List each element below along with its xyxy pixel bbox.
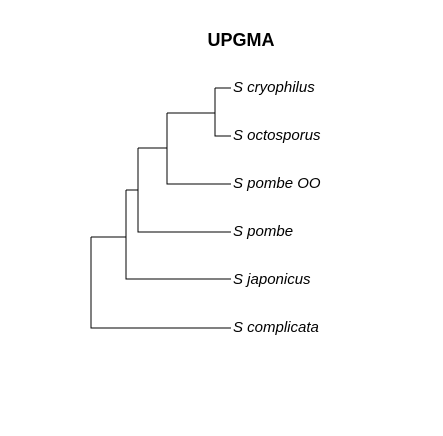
diagram-title: UPGMA [208,30,275,50]
tree-branches [90,87,231,329]
branch-node-cryophilus-octosporus [214,87,231,137]
branch-node-pombe [137,147,231,233]
branch-node-pombe-oo [166,112,231,185]
leaf-label-s-cryophilus: S cryophilus [233,79,315,96]
leaf-label-s-pombe: S pombe [233,223,293,240]
leaf-labels: S cryophilus S octosporus S pombe OO S p… [233,79,321,336]
branch-node-japonicus [125,189,231,280]
leaf-label-s-complicata: S complicata [233,319,319,336]
leaf-label-s-japonicus: S japonicus [233,271,311,288]
branch-root [90,236,231,329]
leaf-label-s-pombe-oo: S pombe OO [233,175,321,192]
leaf-label-s-octosporus: S octosporus [233,127,321,144]
